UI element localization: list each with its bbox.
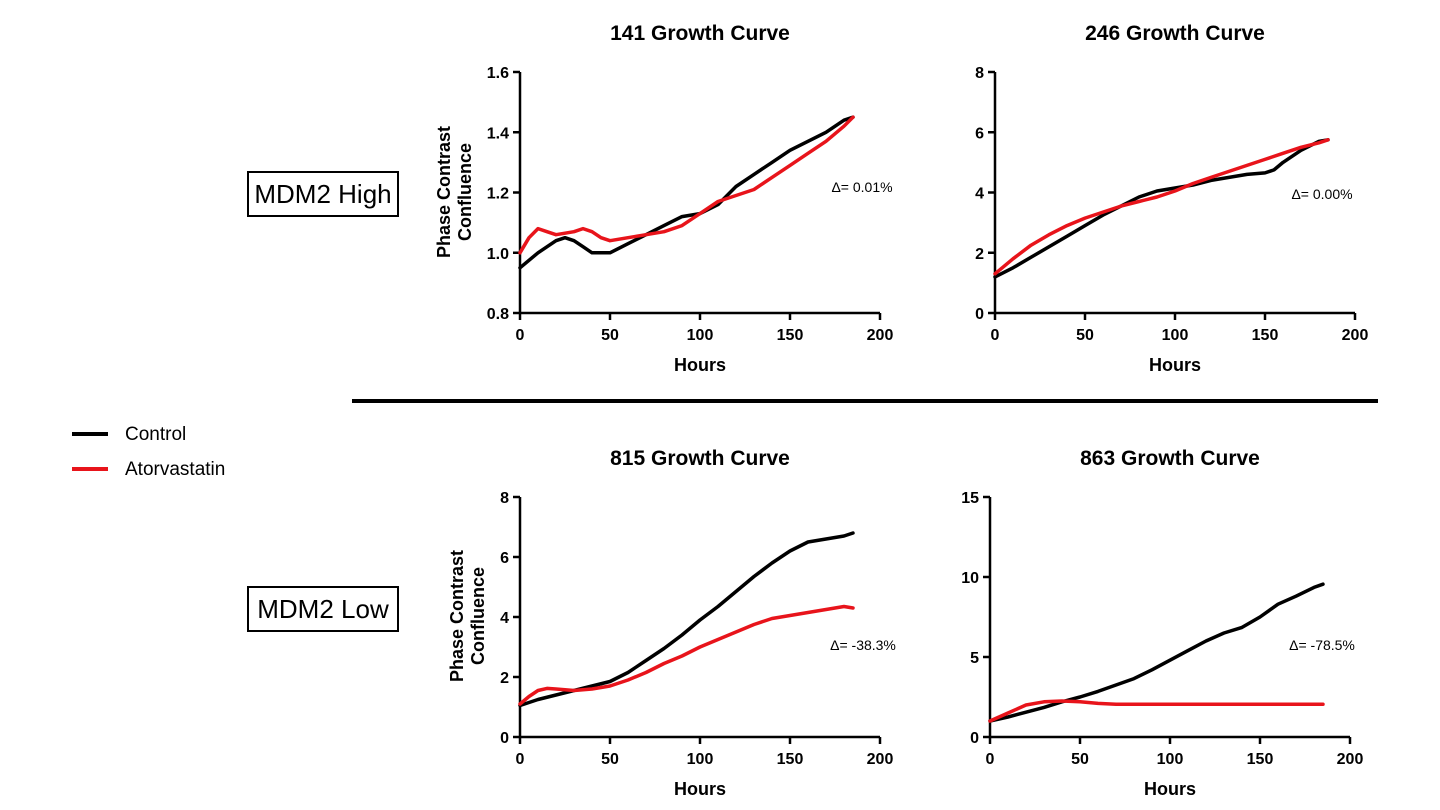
y-tick-label: 4 [500,610,509,627]
x-tick-label: 200 [867,751,894,768]
chart-title: 246 Growth Curve [1085,22,1265,45]
y-tick-label: 0 [970,730,979,747]
legend-label-control: Control [125,424,186,445]
chart-title: 863 Growth Curve [1080,447,1260,470]
delta-annotation: Δ= -78.5% [1289,637,1355,653]
x-axis-label: Hours [674,355,726,375]
y-tick-label: 0 [500,730,509,747]
series-line-control [993,138,1330,279]
y-tick-label: 10 [961,570,979,587]
y-tick-label: 1.6 [487,65,509,82]
x-tick-label: 0 [991,327,1000,344]
legend-label-atorvastatin: Atorvastatin [125,459,225,480]
chart-815-growth-curve: 815 Growth Curve 0 50 100 150 200 0 2 4 6 8 Hours Ph… [447,447,896,799]
y-tick-label: 5 [970,650,979,667]
y-tick-label: 8 [975,65,984,82]
y-tick-label: 0 [975,306,984,323]
x-tick-label: 50 [601,751,619,768]
x-tick-label: 0 [516,751,525,768]
delta-annotation: Δ= -38.3% [830,637,896,653]
y-tick-label: 6 [500,550,509,567]
y-tick-label: 0.8 [487,306,509,323]
y-tick-label: 1.4 [487,125,509,142]
group-label-text: MDM2 High [254,179,391,209]
series-line-atorvastatin [518,115,855,255]
series-line-atorvastatin [988,699,1325,723]
x-axis-label: Hours [1144,779,1196,799]
y-tick-label: 6 [975,125,984,142]
x-tick-label: 0 [986,751,995,768]
chart-title: 141 Growth Curve [610,22,790,45]
chart-141-growth-curve: 141 Growth Curve 0 50 100 150 200 0.8 1.0 1.2 1.4… [434,22,893,375]
delta-annotation: Δ= 0.00% [1291,186,1352,202]
legend: Control Atorvastatin [72,424,225,480]
x-tick-label: 100 [1162,327,1189,344]
series-line-control [988,582,1325,723]
y-axis-label: Phase ContrastConfluence [434,126,475,258]
group-label-mdm2-high: MDM2 High [247,171,399,217]
x-tick-label: 150 [777,751,804,768]
chart-246-growth-curve: 246 Growth Curve 0 50 100 150 200 0 2 4 6 8 Hours Δ=… [975,22,1368,375]
y-tick-label: 1.0 [487,246,509,263]
series-line-control [518,115,855,270]
series-line-atorvastatin [518,604,855,706]
x-tick-label: 100 [687,327,714,344]
y-tick-label: 8 [500,490,509,507]
group-label-mdm2-low: MDM2 Low [247,586,399,632]
x-tick-label: 150 [777,327,804,344]
y-tick-label: 15 [961,490,979,507]
y-axis-label: Phase ContrastConfluence [447,550,488,682]
x-tick-label: 100 [687,751,714,768]
x-axis-label: Hours [674,779,726,799]
y-tick-label: 2 [975,246,984,263]
chart-title: 815 Growth Curve [610,447,790,470]
x-tick-label: 50 [601,327,619,344]
series-line-atorvastatin [993,138,1330,276]
y-tick-label: 1.2 [487,186,509,203]
x-tick-label: 150 [1252,327,1279,344]
x-tick-label: 50 [1076,327,1094,344]
delta-annotation: Δ= 0.01% [831,179,892,195]
x-axis-label: Hours [1149,355,1201,375]
x-tick-label: 200 [1337,751,1364,768]
x-tick-label: 150 [1247,751,1274,768]
y-tick-label: 4 [975,186,984,203]
y-tick-label: 2 [500,670,509,687]
x-tick-label: 200 [867,327,894,344]
chart-863-growth-curve: 863 Growth Curve 0 50 100 150 200 0 5 10 15 Hours Δ… [961,447,1363,799]
group-label-text: MDM2 Low [257,594,389,624]
x-tick-label: 50 [1071,751,1089,768]
x-tick-label: 200 [1342,327,1369,344]
x-tick-label: 100 [1157,751,1184,768]
x-tick-label: 0 [516,327,525,344]
series-line-control [518,531,855,708]
